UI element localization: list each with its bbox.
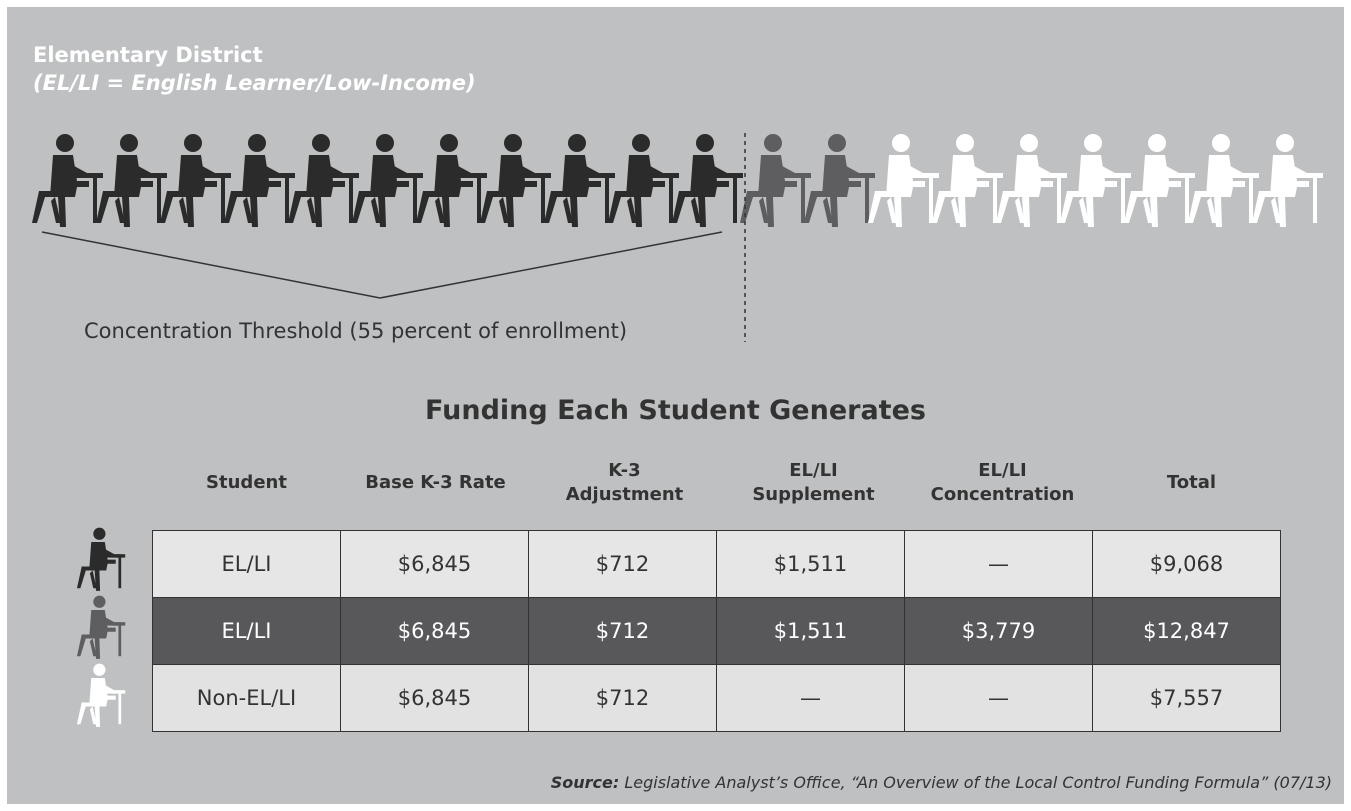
column-header: Total (1097, 453, 1286, 513)
source-label: Source: (551, 773, 620, 792)
column-header-line: Student (206, 471, 287, 495)
student-icons (32, 134, 1323, 227)
column-header-line: EL/LI (789, 459, 838, 483)
table-cell: — (905, 665, 1093, 732)
row-icon (77, 596, 125, 659)
table-cell: $712 (529, 531, 717, 598)
column-header-line: Total (1167, 471, 1216, 495)
table-cell: EL/LI (153, 598, 341, 665)
table-cell: $712 (529, 665, 717, 732)
table-cell: $6,845 (341, 531, 529, 598)
table-cell: EL/LI (153, 531, 341, 598)
row-icon (77, 528, 125, 591)
table-cell: — (717, 665, 905, 732)
table-row: Non-EL/LI$6,845$712——$7,557 (153, 665, 1281, 732)
column-header: Student (152, 453, 341, 513)
table-cell: $7,557 (1093, 665, 1281, 732)
table-title: Funding Each Student Generates (7, 395, 1344, 426)
table-cell: $6,845 (341, 598, 529, 665)
column-header-line: Supplement (752, 483, 874, 507)
table-row: EL/LI$6,845$712$1,511$3,779$12,847 (153, 598, 1281, 665)
column-header-line: K-3 (608, 459, 640, 483)
table-cell: $6,845 (341, 665, 529, 732)
table-cell: $12,847 (1093, 598, 1281, 665)
header: Elementary District (EL/LI = English Lea… (33, 41, 476, 97)
table-cell: $712 (529, 598, 717, 665)
table-cell: Non-EL/LI (153, 665, 341, 732)
column-header: Base K-3 Rate (341, 453, 530, 513)
bracket (42, 232, 722, 298)
source: Source: Legislative Analyst’s Office, “A… (551, 773, 1332, 792)
subtitle: (EL/LI = English Learner/Low-Income) (33, 69, 476, 97)
source-text: Legislative Analyst’s Office, “An Overvi… (624, 773, 1332, 792)
row-icon (77, 664, 125, 727)
table-row: EL/LI$6,845$712$1,511—$9,068 (153, 531, 1281, 598)
page: Elementary District (EL/LI = English Lea… (0, 0, 1351, 811)
title: Elementary District (33, 41, 476, 69)
table-cell: $3,779 (905, 598, 1093, 665)
table-cell: $1,511 (717, 598, 905, 665)
column-header-line: EL/LI (978, 459, 1027, 483)
table-cell: — (905, 531, 1093, 598)
column-header-line: Concentration (931, 483, 1075, 507)
table-cell: $1,511 (717, 531, 905, 598)
column-header-line: Base K-3 Rate (365, 471, 506, 495)
column-header-line: Adjustment (566, 483, 684, 507)
infographic: Elementary District (EL/LI = English Lea… (7, 7, 1344, 804)
table-cell: $9,068 (1093, 531, 1281, 598)
threshold-label: Concentration Threshold (55 percent of e… (84, 319, 627, 343)
